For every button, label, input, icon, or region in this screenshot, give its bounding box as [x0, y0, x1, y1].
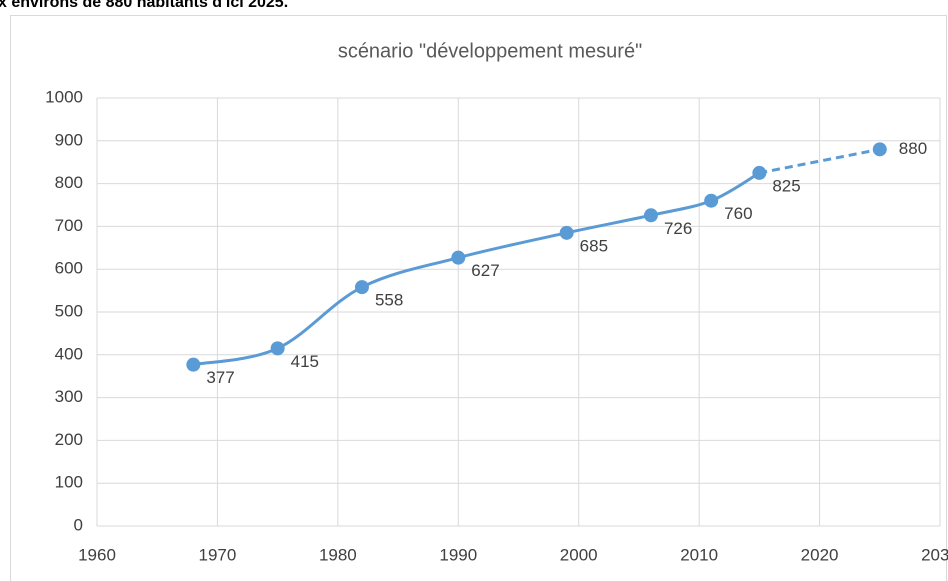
data-label: 880 [899, 139, 927, 158]
series-line [193, 171, 761, 367]
y-tick-label: 0 [74, 515, 83, 534]
data-point [354, 280, 369, 295]
data-label: 726 [664, 219, 692, 238]
data-point [643, 208, 658, 223]
x-tick-label: 1990 [439, 545, 477, 564]
x-tick-label: 2010 [680, 545, 718, 564]
data-label: 825 [772, 176, 800, 195]
data-label: 377 [206, 368, 234, 387]
data-label: 760 [724, 204, 752, 223]
x-tick-label: 1980 [319, 545, 357, 564]
data-point [704, 193, 719, 208]
y-tick-label: 700 [55, 216, 83, 235]
y-tick-label: 800 [55, 173, 83, 192]
header-text: x environs de 880 habitants d'ici 2025. [0, 0, 289, 11]
y-tick-label: 600 [55, 259, 83, 278]
data-label: 415 [291, 352, 319, 371]
data-point [451, 250, 466, 265]
y-tick-label: 300 [55, 387, 83, 406]
y-tick-label: 1000 [45, 87, 83, 106]
y-tick-label: 900 [55, 130, 83, 149]
chart-title: scénario "développement mesuré" [338, 40, 642, 62]
chart-frame [10, 15, 947, 581]
x-tick-label: 2000 [560, 545, 598, 564]
data-point [186, 357, 201, 372]
data-label: 627 [471, 261, 499, 280]
data-label: 685 [580, 236, 608, 255]
y-tick-label: 100 [55, 473, 83, 492]
y-tick-label: 400 [55, 344, 83, 363]
data-point [270, 341, 285, 356]
data-point [752, 165, 767, 180]
x-tick-label: 2030 [921, 545, 948, 564]
y-tick-label: 500 [55, 301, 83, 320]
x-tick-label: 1970 [199, 545, 237, 564]
x-tick-label: 1960 [78, 545, 116, 564]
y-tick-label: 200 [55, 430, 83, 449]
data-point [559, 225, 574, 240]
data-label: 558 [375, 291, 403, 310]
x-tick-label: 2020 [801, 545, 839, 564]
data-point [872, 142, 887, 157]
